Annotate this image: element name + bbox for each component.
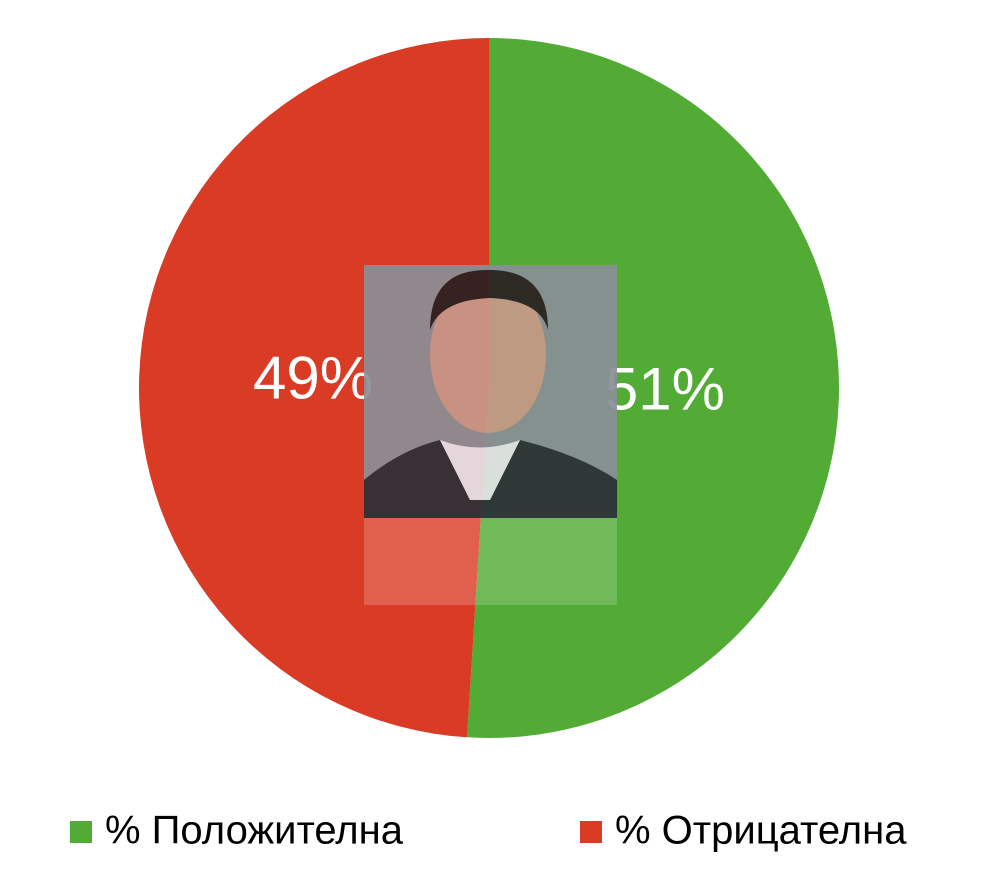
legend-swatch: [580, 821, 602, 843]
legend-label: % Отрицателна: [615, 809, 907, 853]
photo-shirt: [440, 440, 520, 500]
portrait-photo: [364, 265, 617, 605]
photo-face: [430, 277, 546, 433]
data-label: 49%: [253, 344, 373, 411]
legend-swatch: [70, 821, 92, 843]
data-label: 51%: [605, 355, 725, 422]
photo-reflection: [364, 518, 617, 605]
pie-slice: [139, 38, 490, 738]
pie-slice: [467, 38, 840, 738]
legend-label: % Положителна: [105, 809, 404, 853]
photo-hair: [430, 269, 548, 330]
photo-suit: [364, 440, 617, 518]
